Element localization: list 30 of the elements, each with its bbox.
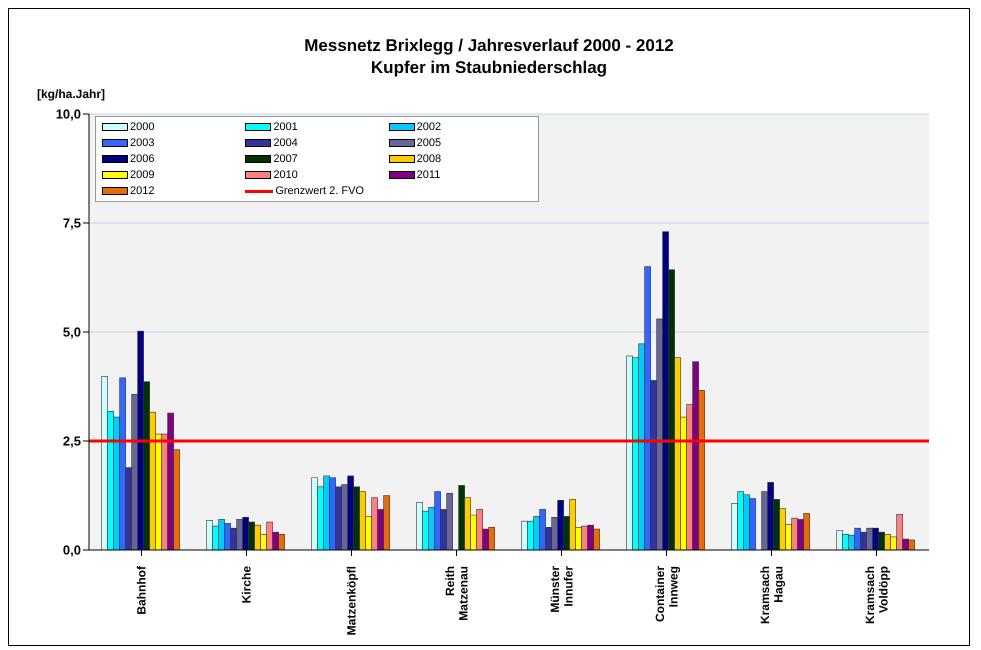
x-tick-label: Bahnhof bbox=[134, 564, 149, 615]
legend-label: 2002 bbox=[416, 121, 442, 133]
x-tick-label: Kramsach Hagau bbox=[758, 566, 786, 624]
legend-label: 2006 bbox=[130, 153, 154, 165]
legend-label: 2004 bbox=[273, 137, 298, 149]
x-tick-label: Kirche bbox=[240, 566, 254, 604]
legend-label: 2009 bbox=[130, 169, 154, 181]
legend-label: 2005 bbox=[416, 137, 442, 149]
legend-label: 2001 bbox=[273, 121, 298, 133]
y-tick-label: 7,5 bbox=[62, 216, 81, 231]
chart-subtitle: Kupfer im Staubniederschlag bbox=[370, 57, 608, 79]
x-tick-label: Münster Innufer bbox=[548, 566, 576, 613]
y-tick-label: 0,0 bbox=[62, 542, 81, 558]
x-tick-label: Container Innweg bbox=[653, 566, 680, 622]
x-tick-label: Reith Matzenau bbox=[443, 566, 470, 621]
legend-label: Grenzwert 2. FVO bbox=[275, 185, 364, 197]
y-tick-label: 2,5 bbox=[62, 434, 81, 449]
legend-label: 2003 bbox=[130, 137, 154, 149]
legend-label: 2012 bbox=[130, 185, 154, 197]
x-tick-label: Kramsach Voldöpp bbox=[863, 566, 890, 624]
legend-label: 2008 bbox=[416, 153, 442, 165]
legend-label: 2007 bbox=[273, 153, 298, 165]
legend-label: 2000 bbox=[130, 121, 154, 133]
legend-label: 2010 bbox=[273, 169, 298, 181]
x-tick-label: Matzenköpfl bbox=[344, 566, 359, 636]
legend-label: 2011 bbox=[416, 169, 440, 181]
chart-title: Messnetz Brixlegg / Jahresverlauf 2000 - 2012 bbox=[303, 35, 675, 57]
y-tick-label: 10,0 bbox=[56, 106, 81, 122]
y-tick-label: 5,0 bbox=[62, 324, 81, 340]
y-axis-title: [kg/ha.Jahr] bbox=[37, 87, 106, 101]
